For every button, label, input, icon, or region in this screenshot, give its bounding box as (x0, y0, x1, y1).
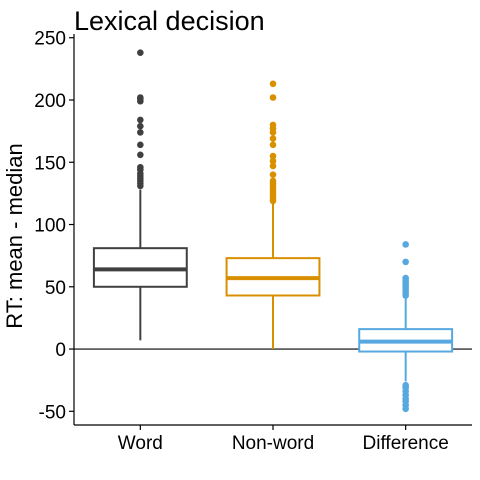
y-tick-label: 150 (34, 153, 66, 174)
box-group-word (92, 49, 188, 341)
outlier-point (137, 129, 144, 136)
chart-title: Lexical decision (74, 6, 265, 36)
outlier-point (269, 94, 277, 101)
outlier-point (269, 141, 277, 149)
outlier-point (269, 121, 277, 129)
y-tick-label: 250 (34, 29, 66, 50)
outlier-point (269, 80, 277, 88)
outlier-point (269, 135, 277, 142)
outlier-point (402, 258, 409, 266)
outlier-point (269, 162, 277, 170)
outlier-point (269, 157, 277, 165)
outlier-point (137, 163, 144, 171)
x-tick-label: Word (118, 433, 163, 454)
box-group-difference (358, 241, 454, 413)
outlier-point (137, 94, 144, 101)
box-group-non-word (225, 80, 321, 350)
y-tick-label: 0 (55, 340, 66, 361)
outlier-point (137, 49, 144, 56)
outlier-point (137, 116, 144, 124)
outlier-point (269, 177, 277, 185)
outlier-point (402, 274, 409, 282)
outlier-point (137, 141, 144, 149)
outlier-point (269, 152, 277, 160)
y-axis-title: RT: mean - median (2, 143, 27, 328)
outlier-point (402, 241, 409, 248)
y-tick-label: 200 (34, 91, 66, 112)
outlier-point (269, 171, 277, 179)
outlier-point (137, 151, 144, 159)
outlier-point (402, 381, 409, 389)
y-tick-label: -50 (39, 402, 66, 423)
x-tick-label: Non-word (232, 433, 314, 454)
outlier-point (137, 122, 144, 130)
y-tick-label: 100 (34, 216, 66, 237)
y-tick-label: 50 (45, 278, 66, 299)
x-tick-label: Difference (363, 433, 449, 454)
